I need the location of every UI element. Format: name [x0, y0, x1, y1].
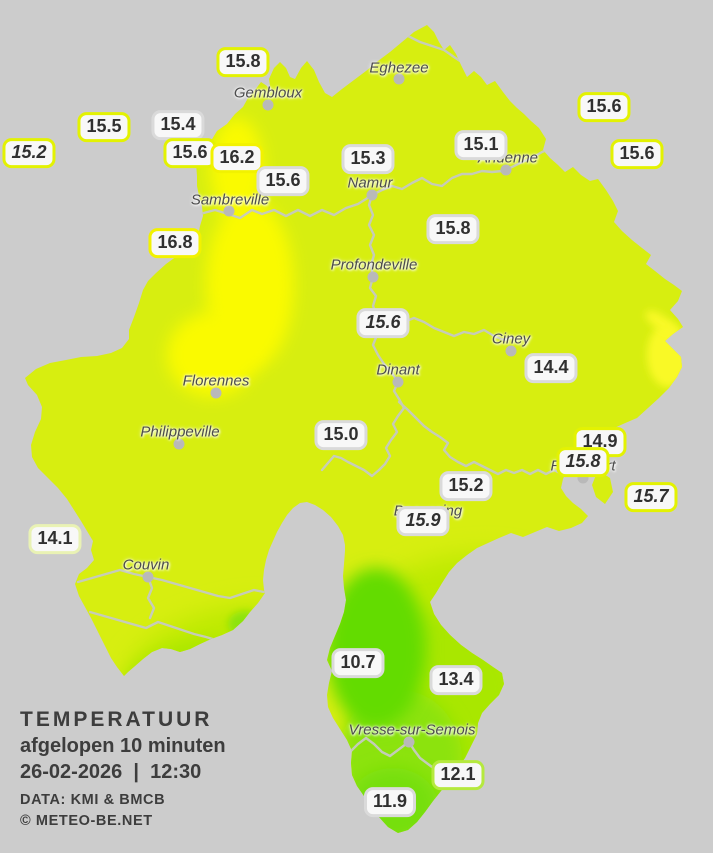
- river-couvin-branch: [146, 575, 156, 620]
- river-lesse: [397, 400, 585, 480]
- map-datetime: 26-02-2026 | 12:30: [20, 761, 202, 783]
- data-source: DATA: KMI & BMCB: [20, 792, 166, 808]
- copyright: © METEO-BE.NET: [20, 813, 153, 829]
- map-legend-block: TEMPERATUUR afgelopen 10 minuten 26-02-2…: [20, 707, 226, 832]
- map-subtitle: afgelopen 10 minuten: [20, 735, 226, 757]
- river-eau-blanche: [76, 568, 266, 600]
- river-meuse-north: [370, 141, 562, 197]
- river-eau-noire: [88, 610, 218, 642]
- map-title: TEMPERATUUR: [20, 708, 213, 731]
